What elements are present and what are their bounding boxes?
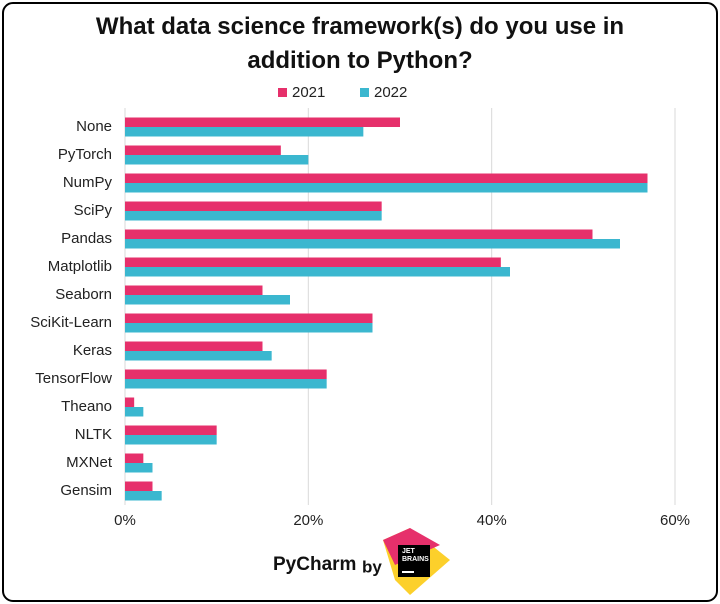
- bar: [125, 211, 382, 221]
- logo-text: JET: [402, 548, 416, 555]
- bar: [125, 239, 620, 249]
- logo-bar: [402, 571, 414, 573]
- y-tick-label: Theano: [61, 398, 112, 415]
- x-tick-label: 20%: [293, 512, 323, 529]
- bar: [125, 145, 281, 155]
- logo-text: BRAINS: [402, 556, 429, 563]
- y-tick-label: None: [76, 118, 112, 135]
- legend-swatch: [278, 88, 287, 97]
- bar: [125, 491, 162, 501]
- bar: [125, 351, 272, 361]
- y-tick-label: Gensim: [60, 482, 112, 499]
- y-tick-label: SciPy: [74, 202, 113, 219]
- bar: [125, 257, 501, 267]
- y-tick-label: Keras: [73, 342, 112, 359]
- bar: [125, 369, 327, 379]
- x-tick-label: 60%: [660, 512, 690, 529]
- bar: [125, 481, 153, 491]
- legend-label: 2022: [374, 84, 407, 101]
- x-tick-label: 0%: [114, 512, 136, 529]
- y-tick-label: NumPy: [63, 174, 113, 191]
- bar: [125, 117, 400, 127]
- bar: [125, 201, 382, 211]
- bar: [125, 173, 648, 183]
- y-tick-label: MXNet: [66, 454, 113, 471]
- bar: [125, 453, 144, 463]
- bar: [125, 267, 510, 277]
- by-text: by: [362, 557, 382, 576]
- y-tick-label: Pandas: [61, 230, 112, 247]
- bar: [125, 229, 593, 239]
- y-tick-label: TensorFlow: [35, 370, 112, 387]
- x-tick-label: 40%: [477, 512, 507, 529]
- chart-title: What data science framework(s) do you us…: [95, 13, 625, 74]
- bar: [125, 379, 327, 389]
- bar: [125, 183, 648, 193]
- legend-swatch: [360, 88, 369, 97]
- legend-label: 2021: [292, 84, 325, 101]
- bar: [125, 285, 263, 295]
- bar: [125, 407, 144, 417]
- y-tick-label: Matplotlib: [48, 258, 112, 275]
- bar: [125, 397, 135, 407]
- y-tick-label: NLTK: [75, 426, 112, 443]
- y-tick-label: PyTorch: [58, 146, 112, 163]
- bar: [125, 425, 217, 435]
- bar: [125, 127, 364, 137]
- y-tick-label: SciKit-Learn: [30, 314, 112, 331]
- bar: [125, 463, 153, 473]
- bar: [125, 313, 373, 323]
- brand: PyCharm: [273, 554, 356, 575]
- bar: [125, 155, 309, 165]
- y-tick-label: Seaborn: [55, 286, 112, 303]
- bar: [125, 323, 373, 333]
- bar: [125, 295, 290, 305]
- jetbrains-logo: JET BRAINS: [383, 528, 450, 595]
- bar: [125, 341, 263, 351]
- bar: [125, 435, 217, 445]
